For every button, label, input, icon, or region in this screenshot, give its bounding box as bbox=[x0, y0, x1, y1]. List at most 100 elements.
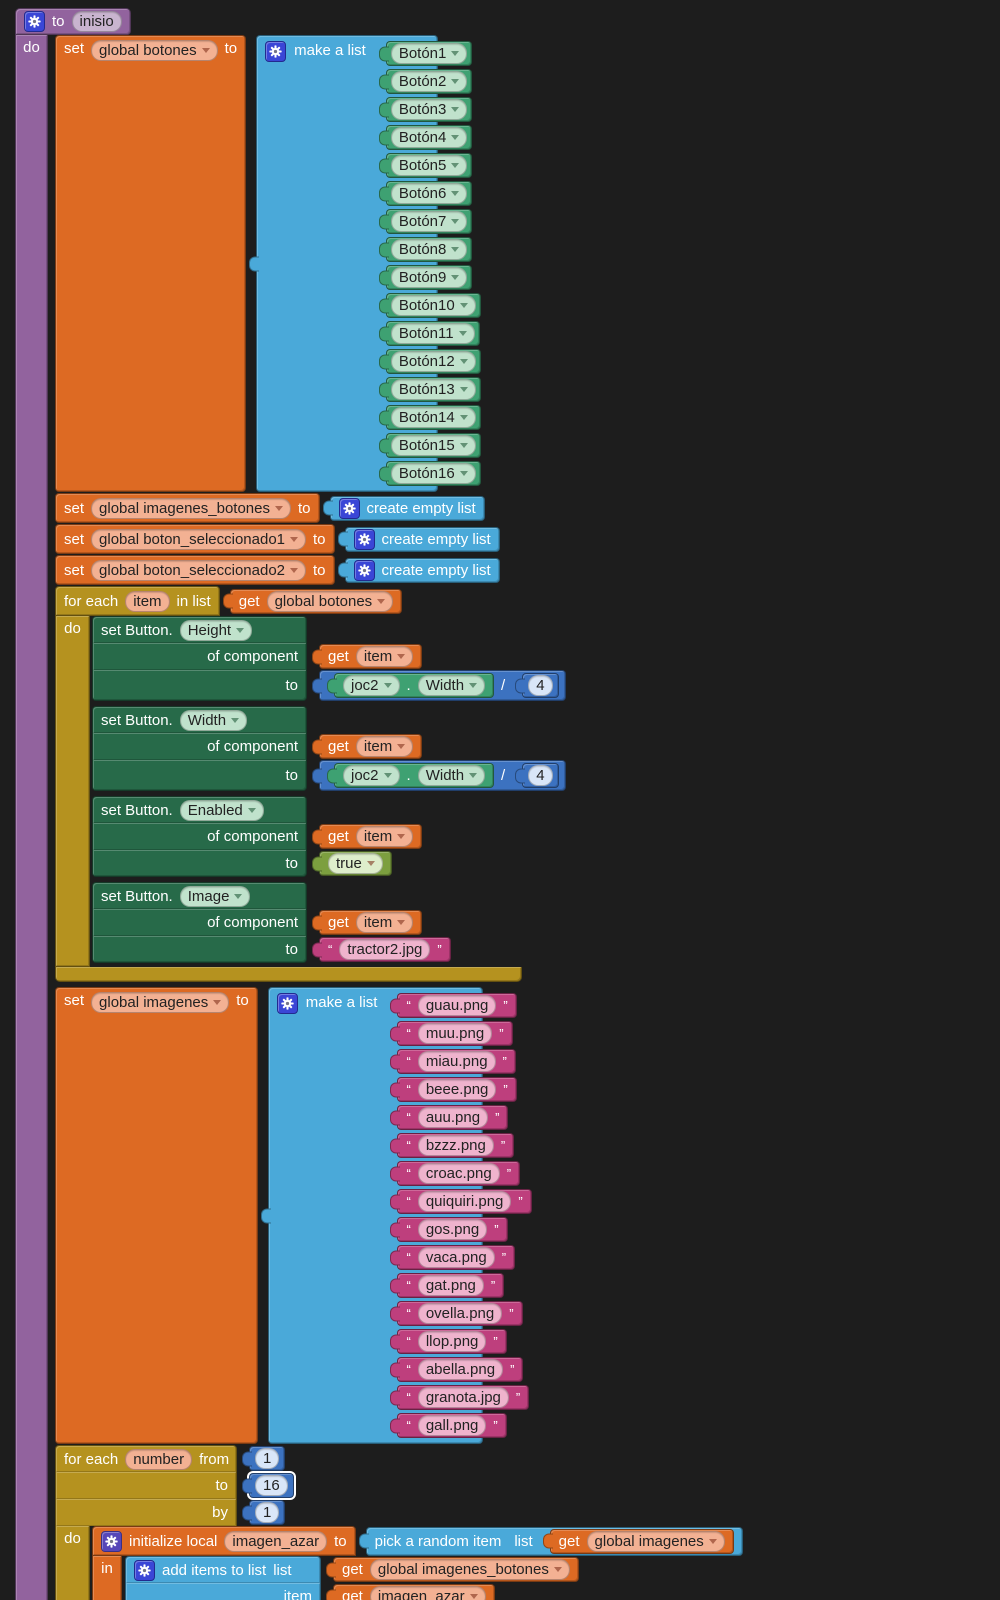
variable-dropdown[interactable]: global imagenes bbox=[586, 1530, 725, 1552]
mutator-gear-icon[interactable] bbox=[265, 41, 287, 62]
set-global-imagenes-statement[interactable]: set global imagenes to bbox=[55, 987, 532, 1444]
foreach-item-head-bg[interactable]: for each item in list bbox=[55, 586, 220, 616]
component-block[interactable]: Botón16 bbox=[385, 461, 481, 486]
property-dropdown[interactable]: Image bbox=[179, 885, 251, 907]
foreach-item-header[interactable]: for each item in list get global botones bbox=[55, 586, 566, 616]
get-item-block[interactable]: get item bbox=[319, 734, 423, 759]
variable-dropdown[interactable]: global boton_seleccionado1 bbox=[91, 529, 306, 550]
variable-dropdown[interactable]: item bbox=[355, 646, 414, 667]
loop-variable-field[interactable]: number bbox=[125, 1448, 193, 1470]
property-dropdown[interactable]: Width bbox=[179, 709, 248, 731]
set-variable-block[interactable]: set global boton_seleccionado2 to bbox=[55, 555, 335, 585]
component-dropdown[interactable]: Botón8 bbox=[390, 239, 468, 260]
variable-dropdown[interactable]: global boton_seleccionado2 bbox=[91, 560, 306, 581]
get-item-block[interactable]: get item bbox=[319, 644, 423, 669]
component-dropdown[interactable]: Botón1 bbox=[390, 43, 468, 64]
text-field[interactable]: bzzz.png bbox=[417, 1135, 494, 1156]
component-block[interactable]: Botón12 bbox=[385, 349, 481, 374]
number-field[interactable]: 1 bbox=[255, 1502, 280, 1523]
component-dropdown[interactable]: Botón15 bbox=[390, 435, 476, 456]
procedure-block-inisio[interactable]: to inisio do set global botones to bbox=[15, 8, 743, 1600]
get-global-botones-block[interactable]: get global botones bbox=[229, 588, 403, 614]
variable-dropdown-global-imagenes[interactable]: global imagenes bbox=[91, 992, 230, 1013]
set-global-botones-statement[interactable]: set global botones to bbox=[55, 35, 481, 492]
text-field[interactable]: gat.png bbox=[417, 1275, 484, 1296]
variable-dropdown[interactable]: global botones bbox=[266, 590, 394, 612]
loop-variable-field[interactable]: item bbox=[125, 591, 170, 612]
division-block[interactable]: joc2 . Width / 4 bbox=[319, 760, 566, 791]
component-dropdown[interactable]: joc2 bbox=[343, 765, 400, 786]
text-string-block[interactable]: “ gat.png ” bbox=[397, 1273, 505, 1298]
set-button-image-block[interactable]: set Button. Image of component get item bbox=[92, 882, 451, 963]
text-field[interactable]: croac.png bbox=[417, 1163, 500, 1184]
division-block[interactable]: joc2 . Width / 4 bbox=[319, 670, 566, 701]
component-block[interactable]: Botón1 bbox=[385, 41, 473, 66]
component-dropdown[interactable]: Botón13 bbox=[390, 379, 476, 400]
component-property-getter[interactable]: joc2 . Width bbox=[334, 763, 495, 788]
make-a-list-block[interactable]: make a list Botón1 Botón2 bbox=[256, 35, 481, 492]
component-block[interactable]: Botón6 bbox=[385, 181, 473, 206]
procedure-header[interactable]: to inisio bbox=[15, 8, 131, 35]
component-block[interactable]: Botón3 bbox=[385, 97, 473, 122]
component-dropdown[interactable]: Botón2 bbox=[390, 71, 468, 92]
create-empty-list-block[interactable]: create empty list bbox=[344, 557, 500, 583]
component-property-getter[interactable]: joc2 . Width bbox=[334, 673, 495, 698]
text-field[interactable]: auu.png bbox=[417, 1107, 489, 1128]
set-global-imagenes-block[interactable]: set global imagenes to bbox=[55, 987, 258, 1444]
number-block[interactable]: 4 bbox=[522, 763, 559, 788]
component-dropdown[interactable]: Botón12 bbox=[390, 351, 476, 372]
set-variable-statement[interactable]: set global imagenes_botones to bbox=[55, 493, 485, 523]
set-button-width-block[interactable]: set Button. Width of component get item bbox=[92, 706, 566, 791]
mutator-gear-icon[interactable] bbox=[24, 11, 45, 32]
mutator-gear-icon[interactable] bbox=[338, 497, 360, 519]
component-block[interactable]: Botón14 bbox=[385, 405, 481, 430]
number-block[interactable]: 4 bbox=[522, 673, 559, 698]
set-variable-statement[interactable]: set global boton_seleccionado1 to bbox=[55, 524, 500, 554]
text-field[interactable]: quiquiri.png bbox=[417, 1191, 512, 1212]
component-block[interactable]: Botón9 bbox=[385, 265, 473, 290]
component-dropdown[interactable]: Botón6 bbox=[390, 183, 468, 204]
text-string-block[interactable]: “ vaca.png ” bbox=[397, 1245, 516, 1270]
property-dropdown[interactable]: Height bbox=[179, 619, 253, 641]
text-string-block[interactable]: “ gos.png ” bbox=[397, 1217, 508, 1242]
component-dropdown[interactable]: Botón10 bbox=[390, 295, 476, 316]
foreach-number-block[interactable]: for each number from 1 to 16 bbox=[55, 1445, 743, 1600]
number-field[interactable]: 16 bbox=[255, 1475, 288, 1496]
component-dropdown[interactable]: joc2 bbox=[343, 675, 400, 696]
number-field[interactable]: 4 bbox=[528, 765, 553, 786]
mutator-gear-icon[interactable] bbox=[134, 1559, 155, 1581]
logic-true-block[interactable]: true bbox=[319, 851, 392, 876]
component-dropdown[interactable]: Botón14 bbox=[390, 407, 476, 428]
initialize-local-block[interactable]: initialize local imagen_azar to pick a r… bbox=[92, 1526, 743, 1600]
make-a-list-block[interactable]: make a list “ guau.png ” “ muu.png ” bbox=[267, 987, 532, 1444]
text-string-block[interactable]: “ llop.png ” bbox=[397, 1329, 507, 1354]
text-field[interactable]: tractor2.jpg bbox=[339, 939, 431, 960]
text-string-block[interactable]: “ muu.png ” bbox=[397, 1021, 513, 1046]
text-field[interactable]: ovella.png bbox=[417, 1303, 503, 1324]
set-variable-block[interactable]: set global imagenes_botones to bbox=[55, 493, 320, 523]
component-block[interactable]: Botón5 bbox=[385, 153, 473, 178]
text-string-block[interactable]: “ granota.jpg ” bbox=[397, 1385, 530, 1410]
get-global-imagenes-block[interactable]: get global imagenes bbox=[549, 1528, 734, 1554]
text-field[interactable]: abella.png bbox=[417, 1359, 504, 1380]
variable-dropdown-global-botones[interactable]: global botones bbox=[91, 40, 218, 61]
component-block[interactable]: Botón8 bbox=[385, 237, 473, 262]
component-block[interactable]: Botón13 bbox=[385, 377, 481, 402]
property-dropdown[interactable]: Enabled bbox=[179, 799, 264, 821]
local-variable-field[interactable]: imagen_azar bbox=[224, 1531, 328, 1552]
component-dropdown[interactable]: Botón7 bbox=[390, 211, 468, 232]
variable-dropdown[interactable]: global imagenes_botones bbox=[369, 1559, 570, 1580]
component-block[interactable]: Botón2 bbox=[385, 69, 473, 94]
text-string-block[interactable]: “ gall.png ” bbox=[397, 1413, 507, 1438]
component-dropdown[interactable]: Botón4 bbox=[390, 127, 468, 148]
number-block-by[interactable]: 1 bbox=[249, 1500, 286, 1525]
text-string-block[interactable]: “ abella.png ” bbox=[397, 1357, 524, 1382]
add-items-to-list-block[interactable]: add items to list list get global imagen… bbox=[125, 1556, 579, 1600]
create-empty-list-block[interactable]: create empty list bbox=[329, 495, 485, 521]
get-imagen-azar-block[interactable]: get imagen_azar bbox=[333, 1584, 495, 1600]
variable-dropdown[interactable]: imagen_azar bbox=[369, 1586, 486, 1600]
foreach-item-block[interactable]: for each item in list get global botones bbox=[55, 586, 566, 982]
property-dropdown[interactable]: Width bbox=[417, 765, 486, 786]
text-field[interactable]: vaca.png bbox=[417, 1247, 495, 1268]
component-block[interactable]: Botón11 bbox=[385, 321, 480, 346]
